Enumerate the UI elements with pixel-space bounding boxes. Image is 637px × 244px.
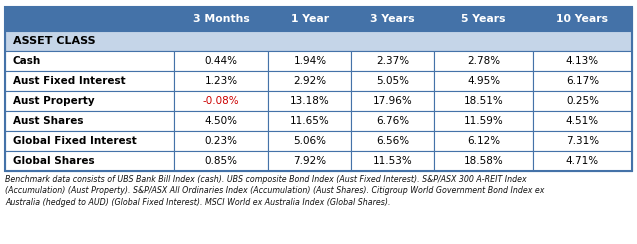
Text: 6.17%: 6.17% [566,76,599,86]
Text: 11.59%: 11.59% [464,116,503,126]
Text: 2.37%: 2.37% [376,56,410,66]
Text: 6.12%: 6.12% [467,136,500,146]
Text: 5.05%: 5.05% [376,76,410,86]
Bar [5,31,632,51]
Bar [5,111,174,131]
Bar [352,131,434,151]
Bar [434,91,533,111]
Bar [434,131,533,151]
Bar [5,151,174,171]
Text: 2.78%: 2.78% [467,56,500,66]
Text: Aust Fixed Interest: Aust Fixed Interest [13,76,125,86]
Text: 0.23%: 0.23% [204,136,238,146]
Bar [352,51,434,71]
Bar [533,71,632,91]
Text: 5.06%: 5.06% [294,136,326,146]
Text: 7.92%: 7.92% [293,156,326,166]
Bar [5,131,174,151]
Text: Aust Shares: Aust Shares [13,116,83,126]
Text: 13.18%: 13.18% [290,96,330,106]
Bar [352,71,434,91]
Text: Cash: Cash [13,56,41,66]
Text: 0.25%: 0.25% [566,96,599,106]
Bar [434,51,533,71]
Bar [533,151,632,171]
Bar [5,7,174,31]
Text: ASSET CLASS: ASSET CLASS [13,36,96,46]
Bar [352,7,434,31]
Text: 6.76%: 6.76% [376,116,410,126]
Bar [434,71,533,91]
Text: 18.51%: 18.51% [464,96,503,106]
Bar [174,131,268,151]
Bar [268,71,352,91]
Text: Global Shares: Global Shares [13,156,94,166]
Text: 6.56%: 6.56% [376,136,410,146]
Text: Global Fixed Interest: Global Fixed Interest [13,136,136,146]
Bar [268,151,352,171]
Text: 1.23%: 1.23% [204,76,238,86]
Bar [174,51,268,71]
Bar [533,111,632,131]
Text: 10 Years: 10 Years [557,14,608,24]
Text: 18.58%: 18.58% [464,156,503,166]
Text: 0.85%: 0.85% [204,156,238,166]
Bar [352,151,434,171]
Text: -0.08%: -0.08% [203,96,240,106]
Text: 11.53%: 11.53% [373,156,413,166]
Bar [352,91,434,111]
Text: 5 Years: 5 Years [461,14,506,24]
Bar [174,91,268,111]
Bar [268,91,352,111]
Text: 0.44%: 0.44% [204,56,238,66]
Text: 17.96%: 17.96% [373,96,413,106]
Text: 7.31%: 7.31% [566,136,599,146]
Bar [5,51,174,71]
Bar [533,91,632,111]
Text: Aust Property: Aust Property [13,96,94,106]
Bar [174,7,268,31]
Bar [174,111,268,131]
Bar [434,7,533,31]
Text: 4.51%: 4.51% [566,116,599,126]
Text: 1.94%: 1.94% [293,56,326,66]
Text: 3 Months: 3 Months [193,14,250,24]
Bar [434,151,533,171]
Bar [352,111,434,131]
Bar [268,51,352,71]
Text: 11.65%: 11.65% [290,116,330,126]
Text: 4.50%: 4.50% [204,116,238,126]
Bar [533,131,632,151]
Text: Benchmark data consists of UBS Bank Bill Index (cash). UBS composite Bond Index : Benchmark data consists of UBS Bank Bill… [5,175,545,207]
Bar [268,131,352,151]
Bar [5,91,174,111]
Bar [533,51,632,71]
Text: 1 Year: 1 Year [291,14,329,24]
Bar [174,71,268,91]
Bar [268,7,352,31]
Bar [434,111,533,131]
Text: 4.71%: 4.71% [566,156,599,166]
Text: 4.13%: 4.13% [566,56,599,66]
Bar [268,111,352,131]
Text: 4.95%: 4.95% [467,76,500,86]
Text: 3 Years: 3 Years [371,14,415,24]
Bar [533,7,632,31]
Text: 2.92%: 2.92% [293,76,326,86]
Bar [174,151,268,171]
Bar [5,71,174,91]
